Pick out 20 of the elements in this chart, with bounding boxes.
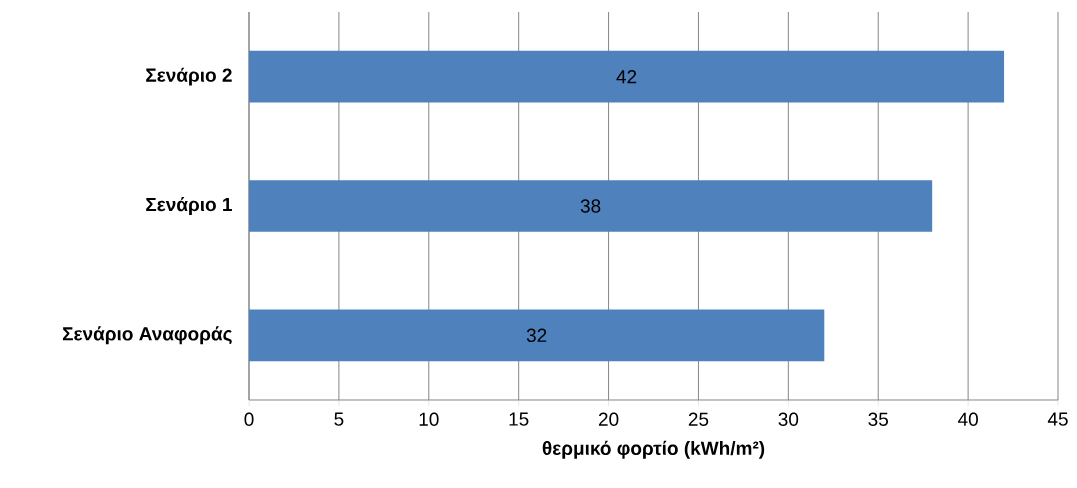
bar (249, 309, 825, 362)
data-label: 38 (580, 199, 601, 213)
x-axis-title: θερμικό φορτίο (kWh/m²) (542, 440, 765, 459)
x-tick-label: 5 (334, 412, 344, 426)
y-tick-label: Σενάριο 1 (146, 197, 232, 215)
bar (249, 50, 1005, 103)
x-tick-label: 35 (868, 412, 888, 426)
bar (249, 180, 933, 232)
x-tick-label: 0 (244, 412, 254, 426)
data-label: 42 (616, 70, 637, 84)
x-tick-label: 15 (509, 412, 529, 426)
x-tick-label: 30 (778, 412, 799, 426)
x-tick-label: 10 (419, 412, 439, 426)
x-tick-label: 20 (598, 412, 619, 426)
data-label: 32 (526, 328, 547, 343)
x-tick-label: 25 (688, 412, 709, 426)
y-tick-label: Σενάριο Αναφοράς (62, 326, 232, 345)
x-tick-label: 40 (957, 412, 978, 426)
x-tick-label: 45 (1047, 412, 1068, 426)
y-tick-label: Σενάριο 2 (146, 67, 232, 86)
